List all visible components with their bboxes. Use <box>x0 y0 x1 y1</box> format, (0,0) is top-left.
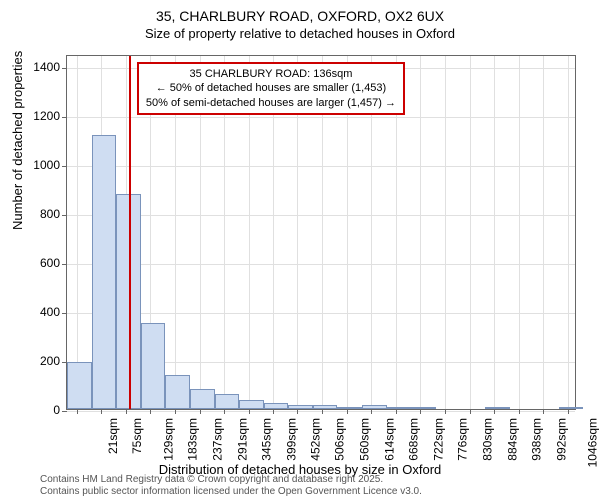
y-tick-mark <box>62 68 67 69</box>
y-tick-label: 600 <box>20 256 60 270</box>
property-callout: 35 CHARLBURY ROAD: 136sqm← 50% of detach… <box>137 62 405 115</box>
x-tick-mark <box>200 409 201 414</box>
x-tick-mark <box>445 409 446 414</box>
x-tick-mark <box>347 409 348 414</box>
histogram-bar <box>67 362 92 409</box>
y-tick-label: 1200 <box>20 109 60 123</box>
x-tick-label: 345sqm <box>260 418 274 461</box>
gridline-horizontal <box>67 411 575 412</box>
x-tick-mark <box>77 409 78 414</box>
x-tick-label: 992sqm <box>554 418 568 461</box>
y-tick-mark <box>62 117 67 118</box>
plot-area: 35 CHARLBURY ROAD: 136sqm← 50% of detach… <box>66 55 576 410</box>
x-tick-label: 776sqm <box>456 418 470 461</box>
x-tick-label: 884sqm <box>505 418 519 461</box>
histogram-bar <box>190 389 215 409</box>
x-tick-mark <box>543 409 544 414</box>
x-tick-label: 668sqm <box>407 418 421 461</box>
footer-attribution: Contains HM Land Registry data © Crown c… <box>40 474 422 498</box>
x-tick-mark <box>297 409 298 414</box>
x-tick-label: 830sqm <box>481 418 495 461</box>
histogram-bar <box>92 135 117 409</box>
y-tick-label: 200 <box>20 354 60 368</box>
x-tick-label: 75sqm <box>130 418 144 454</box>
y-tick-mark <box>62 264 67 265</box>
x-tick-mark <box>224 409 225 414</box>
x-tick-label: 237sqm <box>211 418 225 461</box>
histogram-bar <box>559 407 584 409</box>
x-tick-mark <box>420 409 421 414</box>
x-tick-mark <box>494 409 495 414</box>
gridline-vertical <box>519 56 520 409</box>
gridline-horizontal <box>67 313 575 314</box>
x-tick-mark <box>150 409 151 414</box>
gridline-horizontal <box>67 117 575 118</box>
gridline-vertical <box>568 56 569 409</box>
gridline-vertical <box>445 56 446 409</box>
histogram-bar <box>165 375 190 409</box>
x-tick-mark <box>568 409 569 414</box>
chart-title: 35, CHARLBURY ROAD, OXFORD, OX2 6UX <box>0 0 600 24</box>
x-tick-label: 291sqm <box>235 418 249 461</box>
histogram-bar <box>387 407 412 409</box>
callout-line1: 35 CHARLBURY ROAD: 136sqm <box>146 67 396 81</box>
y-tick-mark <box>62 411 67 412</box>
histogram-bar <box>337 407 362 409</box>
x-tick-mark <box>396 409 397 414</box>
x-tick-mark <box>519 409 520 414</box>
gridline-horizontal <box>67 264 575 265</box>
histogram-bar <box>239 400 264 409</box>
y-tick-mark <box>62 215 67 216</box>
footer-line1: Contains HM Land Registry data © Crown c… <box>40 474 422 486</box>
y-tick-mark <box>62 166 67 167</box>
gridline-vertical <box>420 56 421 409</box>
histogram-bar <box>264 403 289 409</box>
y-tick-label: 1400 <box>20 60 60 74</box>
chart-subtitle: Size of property relative to detached ho… <box>0 24 600 41</box>
x-tick-mark <box>371 409 372 414</box>
x-tick-label: 722sqm <box>431 418 445 461</box>
y-axis-label: Number of detached properties <box>10 51 25 230</box>
x-tick-mark <box>175 409 176 414</box>
histogram-bar <box>141 323 166 409</box>
y-tick-label: 400 <box>20 305 60 319</box>
histogram-bar <box>411 407 436 409</box>
histogram-bar <box>485 407 510 409</box>
footer-line2: Contains public sector information licen… <box>40 486 422 498</box>
histogram-bar <box>313 405 338 409</box>
gridline-vertical <box>543 56 544 409</box>
x-tick-label: 560sqm <box>358 418 372 461</box>
x-tick-mark <box>322 409 323 414</box>
histogram-bar <box>215 394 240 409</box>
histogram-bar <box>362 405 387 409</box>
gridline-vertical <box>470 56 471 409</box>
x-tick-mark <box>273 409 274 414</box>
y-tick-label: 0 <box>20 403 60 417</box>
gridline-horizontal <box>67 166 575 167</box>
property-marker-line <box>129 56 131 409</box>
x-tick-mark <box>249 409 250 414</box>
x-tick-label: 21sqm <box>106 418 120 454</box>
x-tick-mark <box>101 409 102 414</box>
x-tick-label: 129sqm <box>161 418 175 461</box>
y-tick-label: 1000 <box>20 158 60 172</box>
x-tick-mark <box>470 409 471 414</box>
x-tick-label: 614sqm <box>382 418 396 461</box>
gridline-horizontal <box>67 215 575 216</box>
x-tick-label: 452sqm <box>309 418 323 461</box>
x-tick-mark <box>126 409 127 414</box>
x-tick-label: 1046sqm <box>586 418 600 467</box>
y-tick-mark <box>62 313 67 314</box>
gridline-vertical <box>494 56 495 409</box>
histogram-bar <box>288 405 313 409</box>
gridline-vertical <box>77 56 78 409</box>
callout-line3: 50% of semi-detached houses are larger (… <box>146 96 396 110</box>
x-tick-label: 506sqm <box>333 418 347 461</box>
callout-line2: ← 50% of detached houses are smaller (1,… <box>146 81 396 95</box>
x-tick-label: 938sqm <box>530 418 544 461</box>
y-tick-label: 800 <box>20 207 60 221</box>
x-tick-label: 183sqm <box>186 418 200 461</box>
x-tick-label: 399sqm <box>284 418 298 461</box>
